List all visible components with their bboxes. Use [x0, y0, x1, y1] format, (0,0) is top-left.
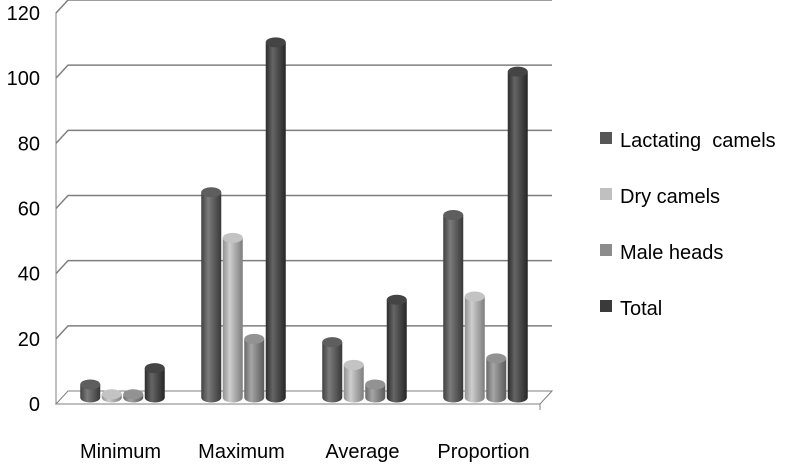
bar-dry-camels-proportion [464, 291, 485, 403]
bar-body [144, 368, 165, 403]
gridlines [55, 0, 552, 340]
bar-body [507, 71, 528, 403]
y-tick-label: 40 [18, 264, 40, 286]
bar-total-minimum [144, 363, 165, 403]
bar-lactating-camels-average [322, 337, 343, 403]
bar-top [144, 363, 165, 374]
bar-dry-camels-average [343, 359, 364, 403]
bar-male-heads-average [365, 379, 386, 403]
bar-top [222, 232, 243, 243]
y-axis-tick-labels: 0 20 40 60 80 100 120 [7, 3, 40, 416]
bar-top [464, 291, 485, 302]
bar-lactating-camels-maximum [201, 187, 222, 403]
legend-label: Male heads [620, 242, 723, 264]
bar-lactating-camels-proportion [443, 210, 464, 403]
bar-body [265, 42, 286, 403]
x-category-label: Minimum [80, 441, 161, 463]
bar-body [443, 215, 464, 403]
y-tick-label: 60 [18, 199, 40, 221]
x-axis-category-labels: Minimum Maximum Average Proportion [80, 441, 530, 463]
y-tick-label: 120 [7, 3, 40, 25]
x-category-label: Maximum [198, 441, 285, 463]
bar-body [201, 192, 222, 403]
bar-body [222, 237, 243, 403]
legend-label: Dry camels [620, 186, 720, 208]
floor [54, 390, 554, 405]
bar-total-proportion [507, 66, 528, 403]
bar-total-maximum [265, 37, 286, 403]
bar-body [486, 358, 507, 403]
legend: Lactating camels Dry camels Male heads Tota… [600, 130, 776, 320]
y-tick-label: 0 [29, 394, 40, 416]
bar-top [101, 389, 122, 400]
bar-top [244, 333, 265, 344]
gridline [55, 194, 552, 210]
bar-top [365, 379, 386, 390]
bar-top [80, 379, 101, 390]
bar-dry-camels-minimum [101, 389, 122, 403]
gridline [55, 129, 552, 144]
bar-body [343, 364, 364, 403]
bar-top [123, 389, 144, 400]
bar-body [244, 338, 265, 403]
bar-male-heads-maximum [244, 333, 265, 403]
bar-lactating-camels-minimum [80, 379, 101, 403]
bar-body [386, 299, 407, 403]
bar-top [386, 294, 407, 305]
x-category-label: Average [325, 441, 399, 463]
x-category-label: Proportion [437, 441, 529, 463]
bar-body [365, 384, 386, 403]
legend-swatch [600, 132, 612, 144]
y-tick-label: 100 [7, 68, 40, 90]
bar-top [322, 337, 343, 348]
bar-male-heads-minimum [123, 389, 144, 403]
legend-swatch [600, 244, 612, 256]
bar-body [464, 296, 485, 403]
bar-series [80, 37, 528, 403]
y-tick-label: 20 [18, 329, 40, 351]
legend-swatch [600, 188, 612, 200]
legend-swatch [600, 300, 612, 312]
bar-top [265, 37, 286, 48]
bar-total-average [386, 294, 407, 403]
gridline [55, 64, 552, 79]
bar-top [343, 359, 364, 370]
bar-top [486, 353, 507, 364]
bar-body [322, 342, 343, 403]
gridline [55, 259, 552, 275]
bar-top [443, 210, 464, 221]
gridline [55, 0, 552, 14]
bar-body [80, 384, 101, 403]
bar-top [507, 66, 528, 77]
bar-dry-camels-maximum [222, 232, 243, 403]
legend-label: Lactating camels [620, 130, 776, 152]
bar-top [201, 187, 222, 198]
bar-male-heads-proportion [486, 353, 507, 403]
y-tick-label: 80 [18, 133, 40, 155]
legend-label: Total [620, 298, 662, 320]
